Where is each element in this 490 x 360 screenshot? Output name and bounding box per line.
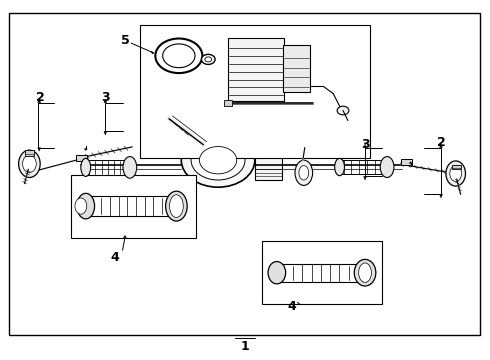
Text: 4: 4 <box>111 251 120 264</box>
Circle shape <box>337 106 349 115</box>
Bar <box>140 25 370 158</box>
Circle shape <box>155 39 202 73</box>
Bar <box>228 38 284 101</box>
Ellipse shape <box>299 166 309 180</box>
Text: 5: 5 <box>121 34 129 47</box>
Bar <box>262 241 382 304</box>
Ellipse shape <box>295 160 313 185</box>
Polygon shape <box>104 99 107 103</box>
Text: 3: 3 <box>101 91 110 104</box>
Text: 3: 3 <box>361 138 369 150</box>
Circle shape <box>199 147 237 174</box>
Ellipse shape <box>335 158 344 176</box>
Text: 2: 2 <box>437 136 445 149</box>
Ellipse shape <box>170 195 183 217</box>
Ellipse shape <box>75 198 87 214</box>
Circle shape <box>191 140 245 180</box>
Text: 1: 1 <box>241 340 249 353</box>
Polygon shape <box>440 194 442 198</box>
Text: 2: 2 <box>36 91 45 104</box>
Ellipse shape <box>77 193 95 219</box>
Ellipse shape <box>123 157 137 178</box>
Ellipse shape <box>81 158 91 176</box>
Ellipse shape <box>268 261 286 284</box>
Bar <box>452 165 461 169</box>
Ellipse shape <box>166 191 187 221</box>
Bar <box>401 159 412 165</box>
Polygon shape <box>364 176 367 180</box>
Ellipse shape <box>450 166 462 181</box>
Circle shape <box>201 54 215 64</box>
Polygon shape <box>440 144 442 148</box>
Bar <box>71 175 196 238</box>
Bar <box>76 155 87 161</box>
Bar <box>25 150 34 156</box>
Ellipse shape <box>380 157 394 177</box>
Circle shape <box>181 133 255 187</box>
Bar <box>283 45 310 92</box>
Polygon shape <box>409 162 412 163</box>
Circle shape <box>205 57 212 62</box>
Polygon shape <box>84 149 87 150</box>
Bar <box>224 100 232 106</box>
Bar <box>9 13 480 335</box>
Bar <box>255 140 282 180</box>
Text: 4: 4 <box>287 300 296 313</box>
Polygon shape <box>38 99 41 103</box>
Polygon shape <box>364 144 367 148</box>
Ellipse shape <box>354 259 376 286</box>
Ellipse shape <box>359 263 371 282</box>
Polygon shape <box>104 131 107 135</box>
Circle shape <box>163 44 195 68</box>
Polygon shape <box>38 148 41 151</box>
Ellipse shape <box>23 155 36 172</box>
Ellipse shape <box>19 150 40 177</box>
Ellipse shape <box>446 161 466 186</box>
Polygon shape <box>123 235 126 238</box>
Polygon shape <box>151 51 154 54</box>
